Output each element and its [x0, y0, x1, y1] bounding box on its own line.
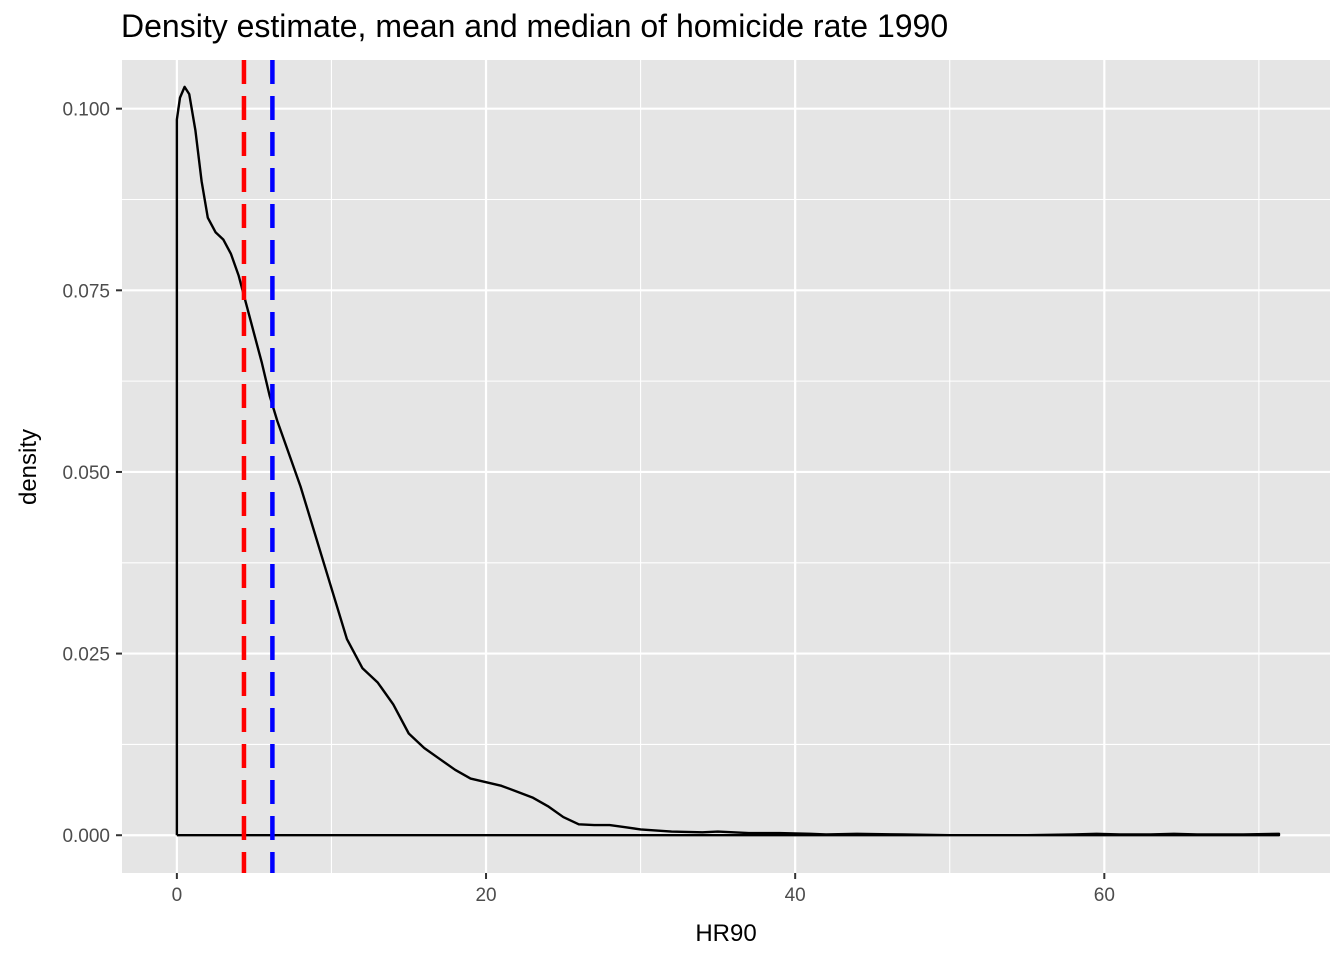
x-tick-label: 0 — [172, 885, 183, 906]
chart-title: Density estimate, mean and median of hom… — [121, 8, 949, 44]
y-tick-label: 0.025 — [62, 645, 110, 666]
x-tick-label: 40 — [785, 885, 806, 906]
reference-lines — [241, 60, 275, 873]
y-tick-label: 0.000 — [62, 826, 110, 847]
x-axis-title: HR90 — [695, 920, 756, 947]
density-layer — [175, 85, 1281, 837]
minor-gridlines — [122, 60, 1330, 873]
y-tick-label: 0.050 — [62, 463, 110, 484]
x-tick-label: 60 — [1094, 885, 1115, 906]
y-tick-label: 0.100 — [62, 100, 110, 121]
y-tick-label: 0.075 — [62, 281, 110, 302]
x-axis: 0 20 40 60 — [172, 873, 1115, 906]
y-axis-title: density — [15, 429, 42, 505]
plot-panel — [122, 60, 1330, 873]
y-axis: 0.000 0.025 0.050 0.075 0.100 — [62, 100, 122, 847]
density-curve — [175, 85, 1281, 837]
x-tick-label: 20 — [475, 885, 496, 906]
